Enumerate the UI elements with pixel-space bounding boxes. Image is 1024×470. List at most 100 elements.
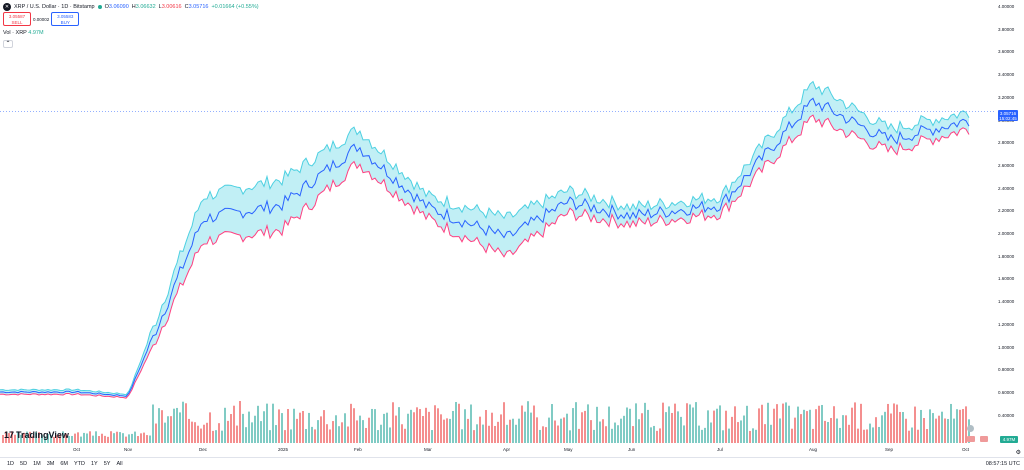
countdown-value: 15:02:45 bbox=[999, 115, 1017, 121]
volume-bar bbox=[128, 434, 130, 443]
volume-bar bbox=[365, 427, 367, 443]
time-tick-label: Aug bbox=[809, 447, 818, 452]
volume-bar bbox=[287, 409, 289, 443]
volume-bar bbox=[38, 432, 40, 443]
volume-bar bbox=[161, 410, 163, 443]
volume-bar bbox=[617, 425, 619, 443]
open-value: 3.06090 bbox=[108, 4, 129, 10]
volume-bar bbox=[941, 411, 943, 443]
ohlc-values: O3.06090 H3.06632 L3.00616 C3.05716 +0.0… bbox=[105, 4, 259, 10]
volume-bar bbox=[410, 409, 412, 443]
volume-bar bbox=[371, 408, 373, 443]
volume-bar bbox=[782, 403, 784, 443]
price-tick-label: 3.20000 bbox=[998, 94, 1015, 100]
time-tick-label: Apr bbox=[503, 447, 511, 452]
timeframe-1y[interactable]: 1Y bbox=[90, 461, 98, 467]
volume-bar bbox=[407, 413, 409, 443]
volume-bar bbox=[47, 433, 49, 443]
volume-bar bbox=[746, 405, 748, 443]
volume-bar bbox=[305, 428, 307, 443]
price-tick-label: 3.40000 bbox=[998, 72, 1015, 78]
volume-bar bbox=[233, 405, 235, 443]
volume-bar bbox=[524, 411, 526, 443]
timeframe-3m[interactable]: 3M bbox=[46, 461, 55, 467]
us-flag-icon[interactable] bbox=[967, 436, 975, 442]
volume-bar bbox=[245, 427, 247, 443]
volume-bar bbox=[509, 419, 511, 443]
volume-bar bbox=[743, 415, 745, 443]
volume-bar bbox=[194, 422, 196, 443]
volume-bar bbox=[512, 418, 514, 443]
volume-bar bbox=[167, 416, 169, 443]
volume-bar bbox=[272, 403, 274, 443]
timeframe-ytd[interactable]: YTD bbox=[73, 461, 85, 467]
sell-button[interactable]: 3.05587 SELL bbox=[3, 12, 31, 26]
us-flag-icon-2[interactable] bbox=[980, 436, 988, 442]
volume-bar bbox=[608, 406, 610, 443]
volume-bar bbox=[248, 411, 250, 443]
volume-bar bbox=[281, 413, 283, 443]
volume-bar bbox=[269, 430, 271, 443]
timeframe-6m[interactable]: 6M bbox=[60, 461, 68, 467]
time-tick-label: Feb bbox=[354, 447, 362, 452]
volume-bar bbox=[455, 401, 457, 443]
volume-bar bbox=[755, 429, 757, 443]
volume-bar bbox=[299, 412, 301, 443]
volume-bar bbox=[62, 431, 64, 443]
volume-bar bbox=[767, 402, 769, 443]
volume-bar bbox=[752, 428, 754, 443]
tradingview-logo[interactable]: 17 TradingView bbox=[4, 430, 69, 440]
volume-bar bbox=[50, 435, 52, 443]
volume-bar bbox=[920, 409, 922, 443]
price-tick-label: 0.40000 bbox=[998, 412, 1015, 418]
symbol-title[interactable]: XRP / U.S. Dollar · 1D · Bitstamp bbox=[14, 4, 95, 10]
buy-button[interactable]: 3.05583 BUY bbox=[51, 12, 80, 26]
timeframe-all[interactable]: All bbox=[116, 461, 123, 467]
volume-bar bbox=[932, 413, 934, 443]
volume-bar bbox=[110, 431, 112, 443]
volume-bar bbox=[14, 434, 16, 443]
volume-bar bbox=[866, 429, 868, 443]
volume-bar bbox=[503, 402, 505, 443]
price-tick-label: 1.60000 bbox=[998, 276, 1015, 282]
volume-bar bbox=[695, 402, 697, 443]
volume-bar bbox=[554, 420, 556, 443]
volume-bar bbox=[119, 432, 121, 443]
volume-tag: 4.97M bbox=[1000, 436, 1018, 443]
volume-bar bbox=[353, 408, 355, 443]
volume-bar bbox=[521, 405, 523, 443]
volume-bar bbox=[386, 412, 388, 443]
settings-gear-icon[interactable]: ⚙ bbox=[1015, 450, 1021, 456]
volume-bar bbox=[227, 420, 229, 443]
volume-bar bbox=[362, 420, 364, 443]
low-value: 3.00616 bbox=[161, 4, 182, 10]
volume-bar bbox=[830, 417, 832, 443]
volume-bar bbox=[431, 430, 433, 443]
last-price-tag: 3.05716 15:02:45 bbox=[998, 110, 1018, 121]
timeframe-5d[interactable]: 5D bbox=[20, 461, 28, 467]
utc-clock[interactable]: 08:57:15 UTC bbox=[985, 461, 1020, 467]
volume-bar bbox=[218, 423, 220, 443]
volume-bar bbox=[452, 410, 454, 443]
volume-bar bbox=[338, 426, 340, 443]
timeframe-5y[interactable]: 5Y bbox=[103, 461, 111, 467]
timeframe-1m[interactable]: 1M bbox=[33, 461, 41, 467]
volume-bar bbox=[404, 428, 406, 443]
price-tick-label: 3.80000 bbox=[998, 26, 1015, 32]
volume-bar bbox=[728, 428, 730, 443]
volume-legend[interactable]: Vol · XRP 4.97M bbox=[3, 30, 44, 36]
volume-bar bbox=[401, 424, 403, 443]
volume-bar bbox=[587, 404, 589, 443]
volume-bar bbox=[413, 412, 415, 443]
timeframe-1d[interactable]: 1D bbox=[7, 461, 15, 467]
high-label: H bbox=[131, 4, 136, 10]
buy-price: 3.05583 bbox=[57, 14, 74, 19]
volume-bar bbox=[155, 423, 157, 443]
event-marker-icon[interactable] bbox=[967, 425, 974, 432]
volume-bar bbox=[848, 424, 850, 443]
volume-bar bbox=[632, 426, 634, 443]
chevron-up-icon[interactable]: ⌃ bbox=[3, 40, 13, 48]
volume-bar bbox=[563, 417, 565, 443]
